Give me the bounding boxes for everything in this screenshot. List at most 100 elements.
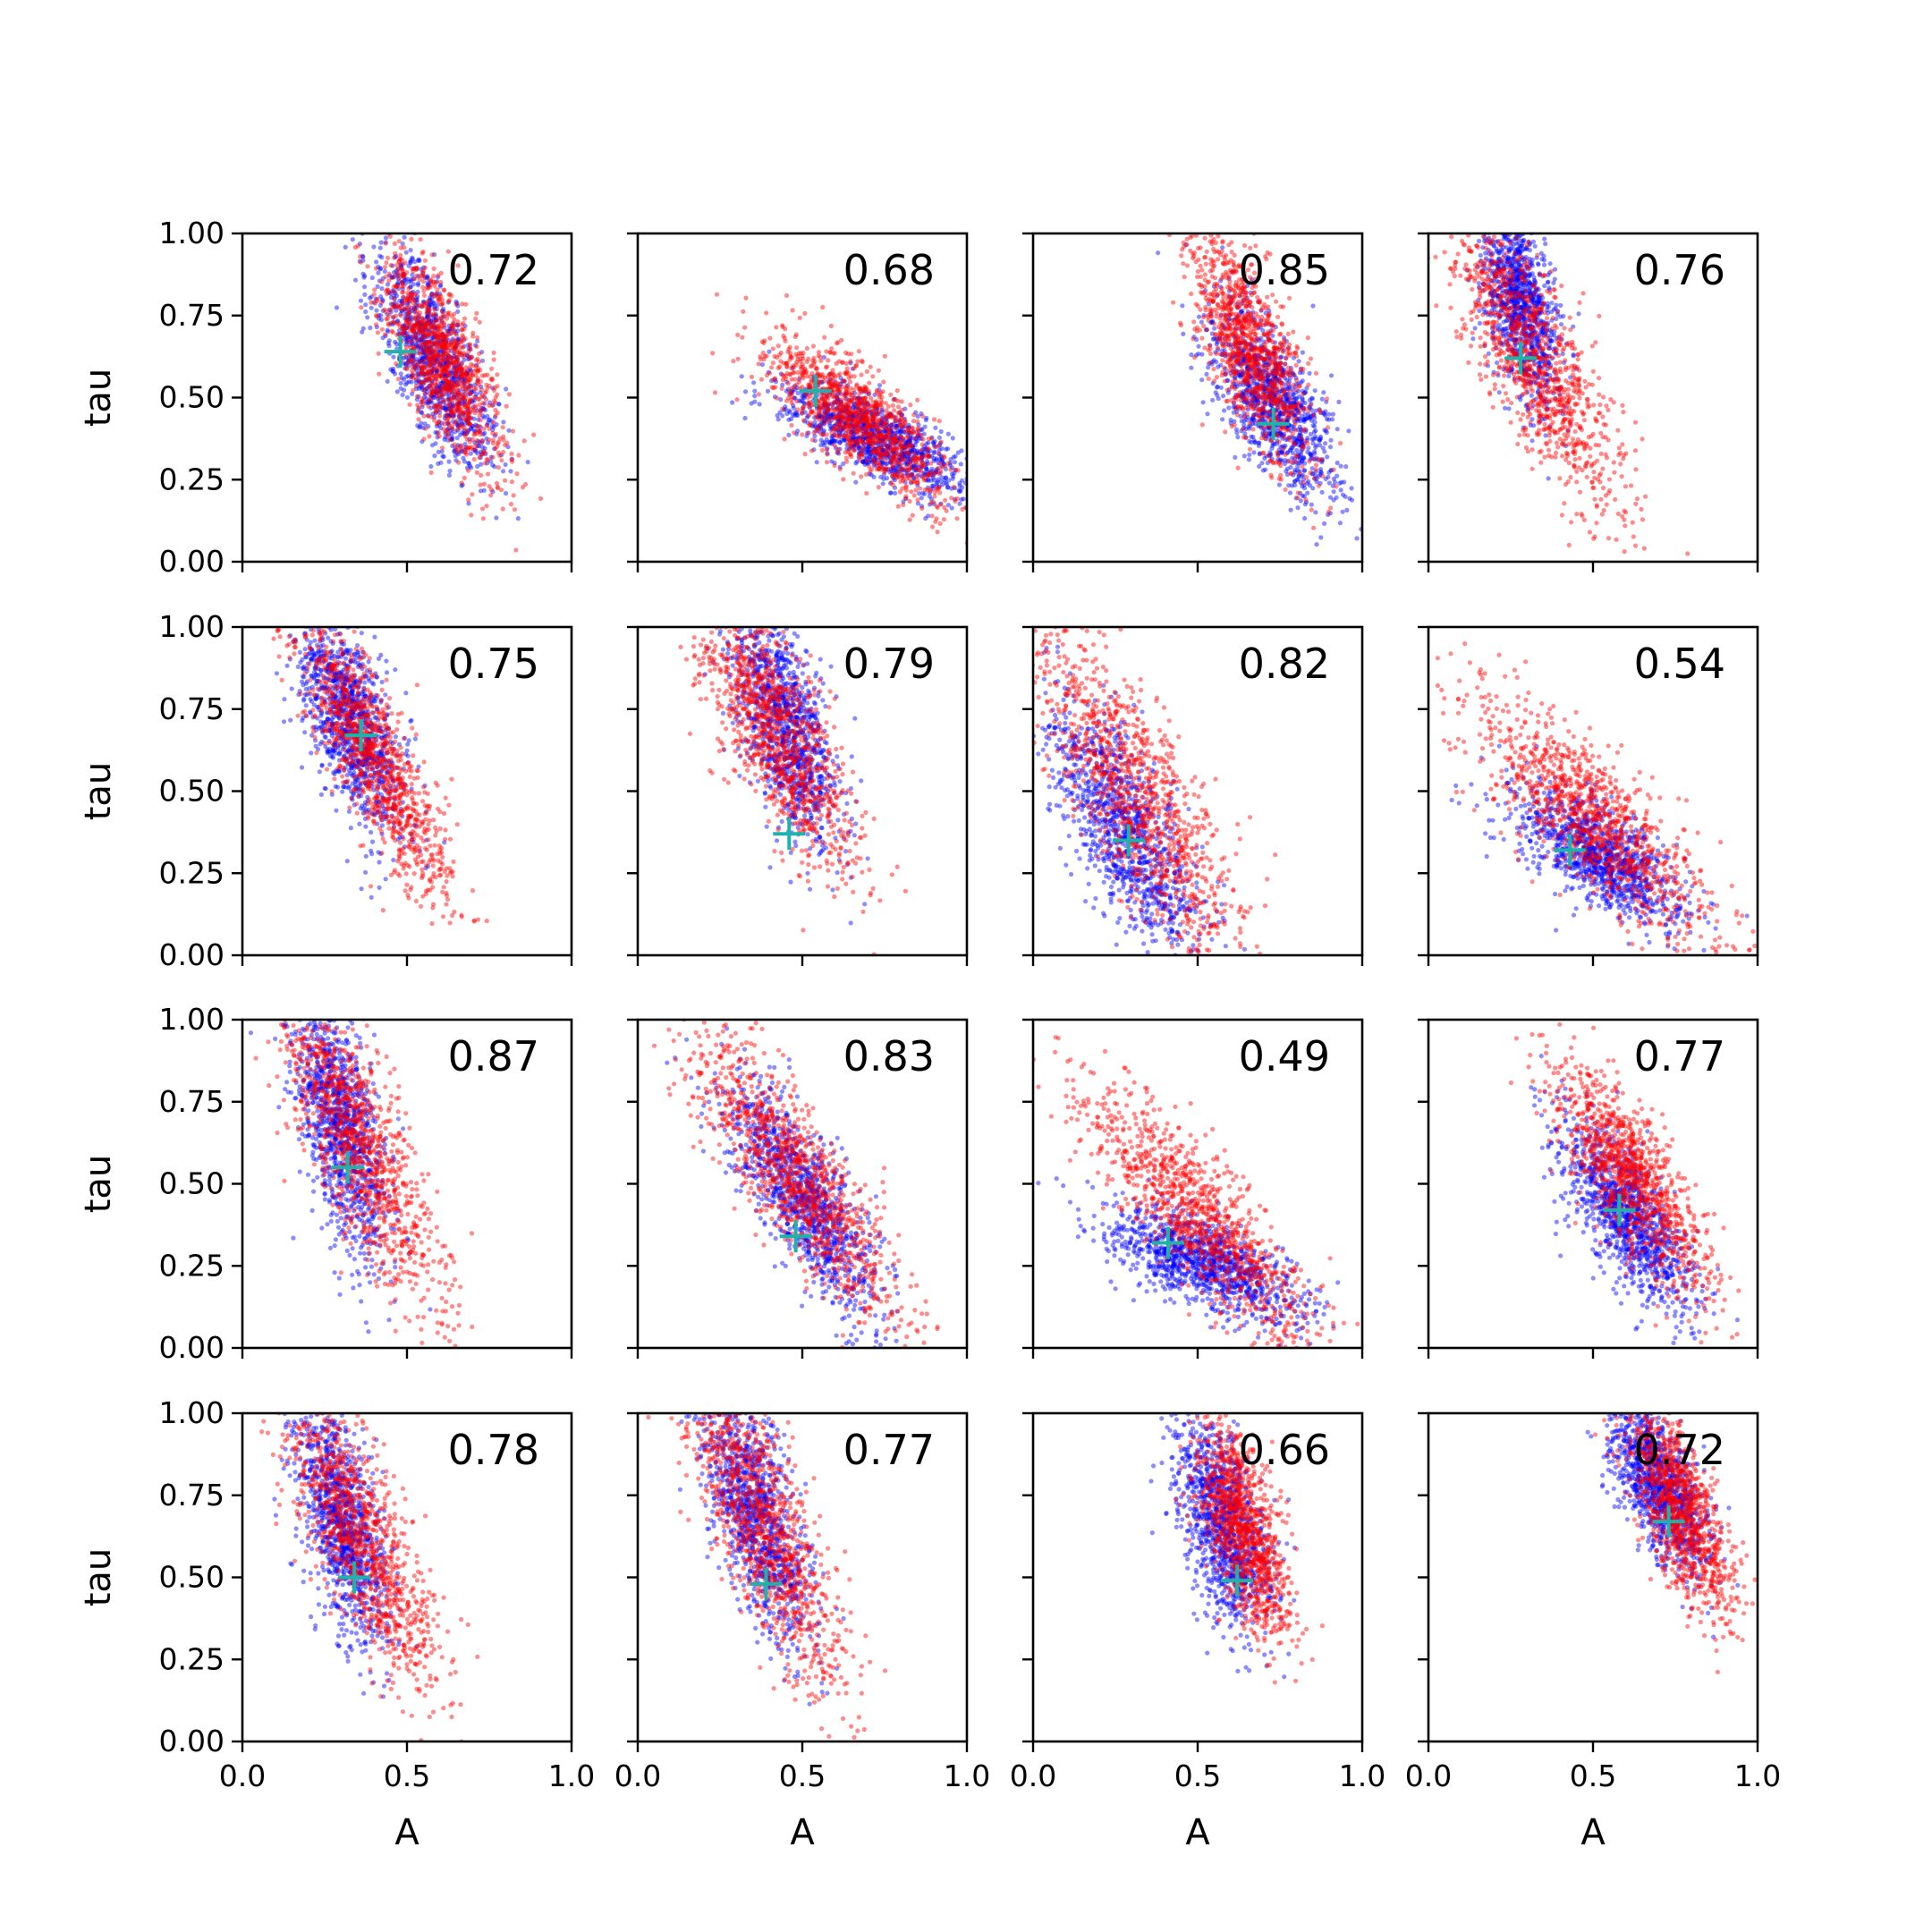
data-point (812, 433, 818, 438)
data-point (375, 284, 380, 289)
data-point (419, 384, 424, 389)
data-point (421, 358, 427, 363)
data-point (411, 327, 417, 333)
data-point (445, 353, 451, 359)
data-point (710, 351, 716, 356)
data-point (939, 475, 945, 480)
data-point (890, 465, 896, 470)
data-point (452, 346, 457, 352)
data-point (386, 307, 392, 312)
data-point (902, 479, 908, 485)
data-point (508, 502, 514, 507)
data-point (443, 408, 449, 413)
data-point (460, 371, 466, 377)
data-point (424, 308, 430, 313)
data-point (423, 377, 428, 383)
data-point (449, 410, 454, 416)
data-point (821, 397, 826, 403)
data-point (460, 374, 465, 379)
data-point (902, 457, 908, 462)
data-point (752, 399, 758, 404)
data-point (404, 317, 410, 322)
data-point (405, 290, 411, 295)
data-point (395, 332, 401, 337)
data-point (876, 465, 881, 471)
data-point (451, 419, 456, 424)
data-point (450, 426, 455, 431)
data-point (915, 413, 920, 419)
data-point (903, 468, 909, 473)
data-point (411, 326, 417, 331)
data-point (915, 450, 920, 455)
data-point (438, 389, 444, 394)
data-point (827, 377, 833, 382)
data-point (852, 386, 857, 393)
data-point (449, 355, 454, 360)
data-point (428, 277, 433, 283)
scatter-points (710, 292, 967, 546)
data-point (843, 402, 850, 407)
data-point (445, 300, 451, 305)
data-point (481, 487, 487, 493)
data-point (886, 467, 891, 472)
data-point (439, 309, 445, 314)
data-point (1196, 314, 1202, 319)
data-point (407, 309, 412, 315)
data-point (445, 356, 450, 361)
data-point (376, 351, 381, 356)
data-point (444, 378, 449, 384)
data-point (357, 258, 362, 264)
data-point (442, 384, 447, 390)
data-point (454, 391, 460, 396)
data-point (837, 440, 843, 445)
data-point (410, 364, 415, 369)
data-point (404, 302, 410, 308)
data-point (860, 358, 865, 363)
data-point (877, 392, 882, 397)
data-point (417, 258, 422, 264)
data-point (414, 266, 419, 271)
data-point (841, 477, 846, 482)
data-point (360, 258, 366, 263)
data-point (442, 344, 447, 350)
data-point (852, 424, 857, 429)
data-point (413, 332, 419, 337)
data-point (459, 379, 464, 385)
data-point (901, 499, 906, 504)
data-point (851, 401, 857, 407)
data-point (450, 414, 455, 419)
data-point (435, 358, 440, 363)
data-point (896, 469, 902, 474)
data-point (921, 476, 928, 481)
data-point (820, 432, 826, 437)
data-point (826, 420, 833, 426)
data-point (386, 278, 392, 284)
data-point (1334, 495, 1339, 500)
data-point (422, 391, 428, 397)
data-point (401, 329, 407, 335)
data-point (466, 461, 471, 466)
data-point (385, 378, 390, 384)
data-point (860, 459, 866, 464)
data-point (437, 393, 443, 398)
data-point (378, 318, 384, 323)
data-point (405, 338, 411, 343)
data-point (419, 370, 424, 376)
data-point (837, 433, 843, 438)
data-point (861, 421, 867, 427)
data-point (821, 419, 826, 424)
data-point (791, 363, 796, 369)
data-point (391, 284, 396, 290)
data-point (509, 479, 515, 485)
data-point (945, 481, 950, 487)
data-point (852, 436, 858, 442)
data-point (428, 414, 435, 419)
data-point (455, 367, 461, 372)
data-point (456, 449, 462, 454)
data-point (430, 358, 436, 363)
data-point (453, 419, 459, 425)
data-point (444, 364, 449, 369)
data-point (470, 389, 477, 394)
data-point (888, 425, 894, 430)
data-point (801, 400, 807, 405)
